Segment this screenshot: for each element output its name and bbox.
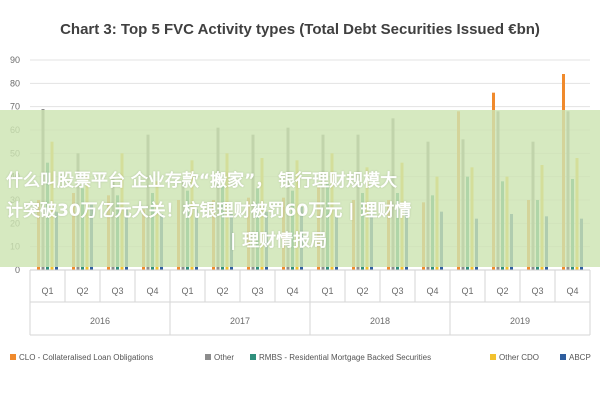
x-tick-label: Q4 [566, 286, 578, 296]
legend-label: Other [214, 353, 234, 362]
overlay-line-3: | 理财情报局 [230, 231, 328, 251]
y-tick-label: 90 [10, 55, 20, 65]
legend-swatch [10, 354, 16, 360]
x-tick-label: Q1 [181, 286, 193, 296]
x-tick-label: Q2 [216, 286, 228, 296]
legend-swatch [490, 354, 496, 360]
x-tick-label: Q4 [286, 286, 298, 296]
legend-swatch [250, 354, 256, 360]
text-overlay-banner: 什么叫股票平台 企业存款“搬家”， 银行理财规模大 计突破30万亿元大关！杭银理… [0, 110, 600, 267]
y-tick-label: 0 [15, 265, 20, 275]
legend-label: ABCP [569, 353, 591, 362]
legend-label: RMBS - Residential Mortgage Backed Secur… [259, 353, 431, 362]
x-tick-label: Q2 [76, 286, 88, 296]
x-axis: Q1 Q2 Q3 Q4 Q1 Q2 Q3 Q4 Q1 Q2 Q3 Q4 Q1 Q2 Q3 Q4 2016 2017… [29, 269, 591, 336]
y-tick-label: 70 [10, 102, 20, 112]
x-tick-label: Q4 [426, 286, 438, 296]
x-tick-label: Q3 [531, 286, 543, 296]
legend-swatch [560, 354, 566, 360]
year-label: 2016 [90, 316, 110, 326]
x-tick-label: Q3 [251, 286, 263, 296]
x-tick-label: Q2 [356, 286, 368, 296]
legend-swatch [205, 354, 211, 360]
year-label: 2019 [510, 316, 530, 326]
x-tick-label: Q2 [496, 286, 508, 296]
x-tick-label: Q1 [321, 286, 333, 296]
overlay-line-1: 什么叫股票平台 企业存款“搬家”， 银行理财规模大 [6, 171, 398, 191]
x-tick-label: Q1 [41, 286, 53, 296]
overlay-line-2: 计突破30万亿元大关！杭银理财被罚60万元 | 理财情 [6, 201, 412, 221]
x-tick-label: Q4 [146, 286, 158, 296]
legend-label: Other CDO [499, 353, 539, 362]
x-tick-label: Q1 [461, 286, 473, 296]
x-tick-label: Q3 [391, 286, 403, 296]
y-tick-label: 80 [10, 78, 20, 88]
year-label: 2017 [230, 316, 250, 326]
legend: CLO - Collateralised Loan Obligations Oth… [10, 353, 591, 362]
chart-title: Chart 3: Top 5 FVC Activity types (Total… [60, 21, 540, 38]
year-label: 2018 [370, 316, 390, 326]
legend-label: CLO - Collateralised Loan Obligations [19, 353, 153, 362]
x-tick-label: Q3 [111, 286, 123, 296]
